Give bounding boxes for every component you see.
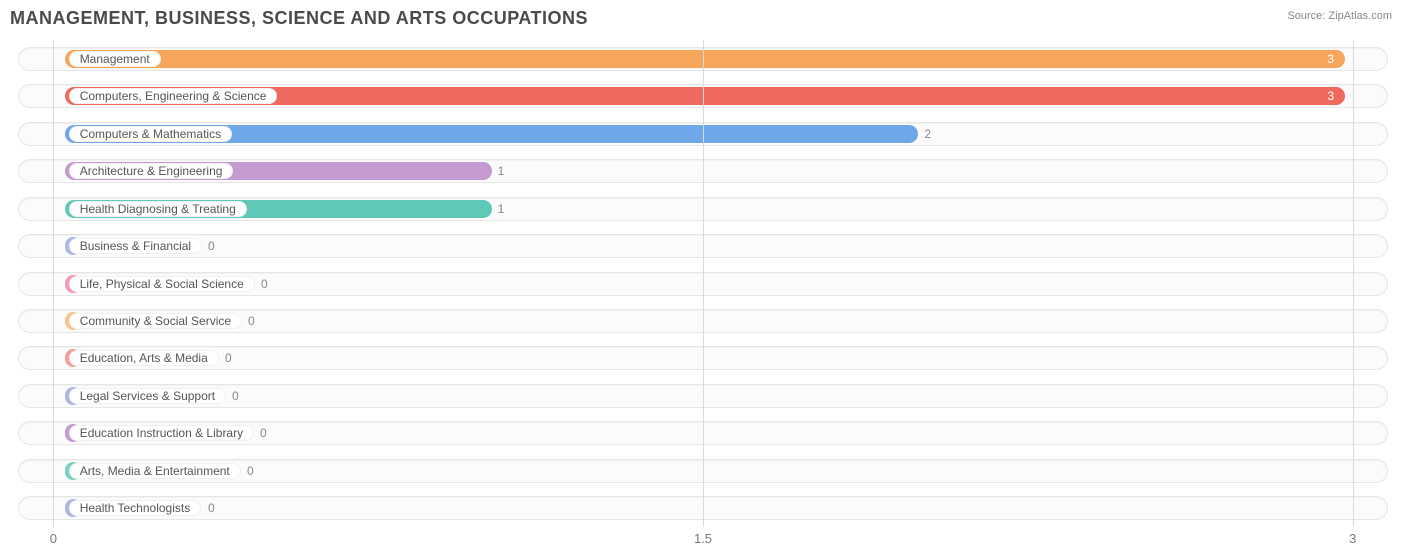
source-label: Source: [1287,10,1325,22]
bar-value-label: 2 [924,127,931,141]
bar-value-label: 1 [498,164,505,178]
x-axis: 01.53 [10,527,1396,549]
bar-category-label: Legal Services & Support [69,388,226,404]
bar-value-label: 0 [260,426,267,440]
source-attribution: Source: ZipAtlas.com [1287,10,1392,22]
gridline [703,40,704,527]
bar-value-label: 0 [225,351,232,365]
bar-value-label: 0 [208,501,215,515]
bar-value-label: 0 [248,314,255,328]
bar-value-label: 0 [247,464,254,478]
bar-value-label: 1 [498,202,505,216]
chart-title: MANAGEMENT, BUSINESS, SCIENCE AND ARTS O… [10,8,588,29]
bar-category-label: Business & Financial [69,238,202,254]
bar-value-label: 0 [208,239,215,253]
x-tick-label: 0 [50,531,57,546]
source-value: ZipAtlas.com [1328,10,1392,22]
bar-value-label: 0 [232,389,239,403]
bar-category-label: Management [69,51,161,67]
plot-region: Management 3 Computers, Engineering & Scie… [10,40,1396,527]
bar-category-label: Community & Social Service [69,313,242,329]
gridline [1353,40,1354,527]
bar-category-label: Architecture & Engineering [69,163,234,179]
bar-category-label: Computers, Engineering & Science [69,88,278,104]
x-tick-label: 3 [1349,531,1356,546]
bar-value-label: 3 [1327,52,1334,66]
chart-area: Management 3 Computers, Engineering & Scie… [10,40,1396,549]
bar-category-label: Education, Arts & Media [69,350,219,366]
bar-category-label: Life, Physical & Social Science [69,276,255,292]
x-tick-label: 1.5 [694,531,712,546]
bar-value-label: 3 [1327,89,1334,103]
bar-category-label: Arts, Media & Entertainment [69,463,241,479]
bar-category-label: Computers & Mathematics [69,126,232,142]
bar-fill [65,50,1346,68]
gridline [53,40,54,527]
bar-category-label: Education Instruction & Library [69,425,254,441]
bar-category-label: Health Technologists [69,500,202,516]
bar-category-label: Health Diagnosing & Treating [69,201,247,217]
bar-value-label: 0 [261,277,268,291]
